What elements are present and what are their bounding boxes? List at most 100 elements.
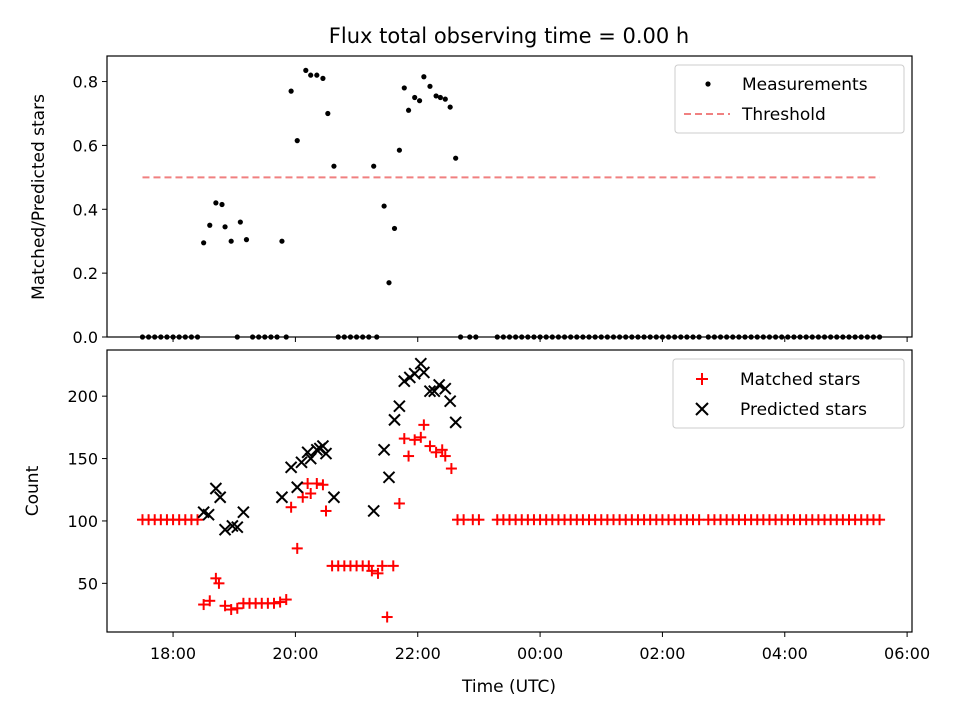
measurement-point — [396, 147, 402, 153]
measurement-point — [228, 238, 234, 244]
matched-point — [387, 560, 399, 572]
measurement-point — [303, 67, 309, 73]
measurement-point — [401, 85, 407, 91]
predicted-point — [443, 394, 457, 408]
measurement-point — [549, 334, 555, 340]
measurement-point — [447, 104, 453, 110]
measurement-point — [152, 334, 158, 340]
matched-point — [445, 463, 457, 475]
measurement-point — [331, 163, 337, 169]
predicted-point — [237, 506, 250, 519]
measurement-point — [158, 334, 164, 340]
bottom-marks — [136, 357, 886, 623]
measurement-point — [852, 334, 858, 340]
measurement-point — [314, 72, 320, 78]
x-tick-label: 02:00 — [639, 644, 685, 663]
measurement-point — [427, 83, 433, 89]
predicted-point — [439, 382, 452, 395]
measurement-point — [222, 224, 228, 230]
measurement-point — [433, 93, 439, 99]
measurement-point — [537, 334, 543, 340]
measurement-point — [188, 334, 195, 340]
measurement-point — [381, 203, 387, 209]
measurement-point — [347, 334, 354, 340]
top-legend-box — [674, 64, 905, 134]
measurement-point — [870, 334, 877, 340]
predicted-point — [310, 443, 324, 457]
bottom-plot-frame — [106, 349, 913, 633]
measurement-point — [629, 334, 635, 340]
measurement-point — [506, 334, 513, 340]
measurement-point — [283, 334, 289, 340]
matched-point — [302, 478, 314, 490]
measurement-point — [724, 334, 730, 340]
measurement-point — [791, 334, 797, 340]
matched-point — [398, 433, 410, 445]
measurement-point — [711, 334, 718, 340]
measurement-point — [742, 334, 748, 340]
measurement-point — [201, 240, 207, 246]
matched-point — [366, 565, 378, 577]
predicted-point — [414, 357, 428, 370]
measurement-point — [604, 334, 610, 340]
matched-point — [381, 611, 393, 623]
measurement-point — [294, 138, 300, 144]
top-y-ticks: 0.0 0.2 0.4 0.6 0.8 — [73, 73, 107, 347]
matched-point — [219, 600, 231, 612]
y-tick-label: 0.6 — [73, 136, 98, 155]
predicted-point — [202, 508, 215, 521]
predicted-point — [417, 366, 431, 379]
x-tick-label: 22:00 — [395, 644, 441, 663]
bottom-legend: Matched stars Predicted stars — [672, 358, 905, 429]
measurement-point — [308, 72, 314, 78]
legend-matched-marker — [696, 373, 708, 385]
measurement-point — [561, 334, 568, 340]
measurement-point — [513, 334, 519, 340]
measurement-point — [659, 334, 666, 340]
legend-measurements-label: Measurements — [742, 75, 868, 95]
legend-predicted-marker — [695, 402, 709, 416]
measurement-point — [610, 334, 617, 340]
matched-point — [231, 602, 243, 614]
bottom-x-ticks: 18:00 20:00 22:00 00:00 02:00 04:00 06:00 — [150, 632, 930, 663]
measurement-point — [531, 334, 537, 340]
matched-point — [430, 446, 442, 458]
measurement-point — [821, 334, 828, 340]
top-marks — [139, 67, 883, 340]
measurement-point — [672, 334, 678, 340]
measurement-point — [797, 334, 803, 340]
matched-point — [409, 434, 421, 446]
matched-point — [305, 487, 317, 499]
measurement-point — [453, 155, 459, 161]
measurement-point — [386, 280, 392, 286]
measurement-point — [617, 334, 623, 340]
matched-point — [192, 514, 204, 526]
measurement-point — [519, 334, 525, 340]
matched-point — [376, 560, 388, 572]
measurement-point — [785, 334, 791, 340]
measurement-point — [678, 334, 684, 340]
matched-point — [458, 514, 470, 526]
measurement-point — [467, 334, 473, 340]
measurement-point — [690, 334, 696, 340]
measurement-point — [828, 334, 834, 340]
matched-point — [198, 599, 210, 611]
measurement-point — [730, 334, 736, 340]
measurement-point — [213, 200, 219, 206]
predicted-point — [209, 482, 223, 495]
top-legend: Measurements Threshold — [674, 64, 905, 134]
measurement-point — [320, 75, 326, 81]
measurement-point — [555, 334, 562, 340]
matched-point — [403, 450, 415, 462]
matched-point — [874, 514, 886, 526]
measurement-point — [268, 334, 274, 340]
top-y-axis-label: Matched/Predicted stars — [29, 94, 49, 300]
predicted-point — [367, 504, 380, 518]
y-tick-label: 0.4 — [73, 200, 98, 219]
predicted-point — [432, 378, 446, 392]
measurement-point — [586, 334, 592, 340]
matched-point — [204, 595, 216, 607]
matched-point — [213, 577, 225, 589]
measurement-point — [696, 334, 702, 340]
